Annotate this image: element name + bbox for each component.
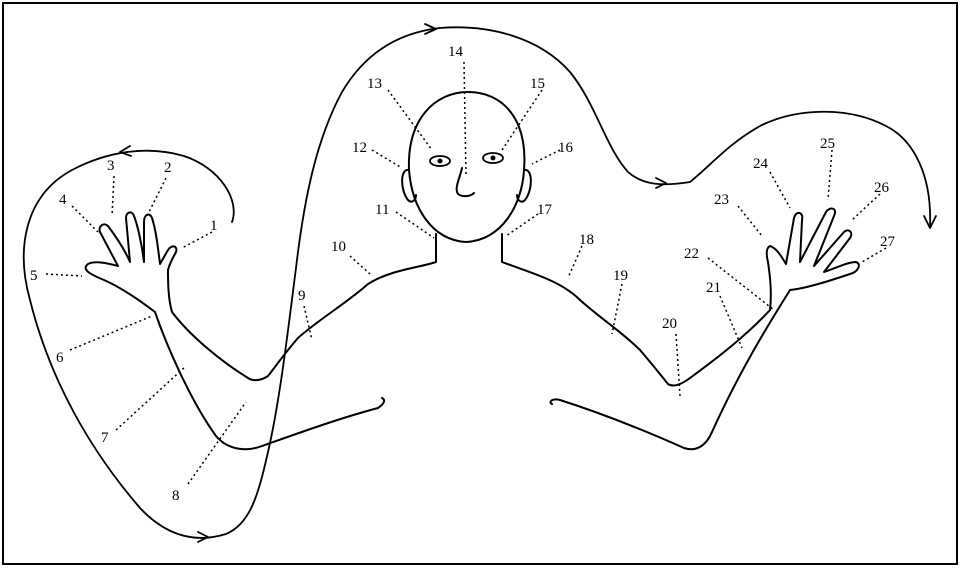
point-label-8: 8 bbox=[172, 488, 180, 504]
arrow-end-right bbox=[923, 215, 937, 229]
leader-6 bbox=[69, 315, 153, 351]
leader-27 bbox=[861, 247, 887, 263]
point-label-15: 15 bbox=[530, 76, 545, 92]
leader-3 bbox=[111, 175, 115, 217]
left-arm-lower bbox=[154, 311, 386, 451]
right-shoulder-line bbox=[501, 233, 691, 387]
leader-10 bbox=[349, 255, 371, 275]
right-hand bbox=[765, 207, 860, 311]
leader-22 bbox=[707, 257, 775, 311]
point-label-4: 4 bbox=[59, 192, 67, 208]
point-label-13: 13 bbox=[367, 76, 382, 92]
head-outline bbox=[407, 91, 526, 243]
point-label-3: 3 bbox=[107, 158, 115, 174]
arrow-top-left bbox=[119, 145, 132, 157]
nose bbox=[455, 167, 475, 198]
point-label-24: 24 bbox=[753, 156, 769, 172]
point-label-17: 17 bbox=[537, 202, 553, 218]
leader-12 bbox=[371, 149, 403, 169]
leader-25 bbox=[827, 149, 833, 201]
leader-7 bbox=[115, 365, 187, 431]
point-label-10: 10 bbox=[331, 239, 346, 255]
leader-13 bbox=[387, 89, 433, 151]
point-label-7: 7 bbox=[101, 430, 109, 446]
right-arm-lower bbox=[549, 289, 791, 451]
point-label-14: 14 bbox=[448, 44, 464, 60]
leader-4 bbox=[71, 205, 99, 233]
point-label-12: 12 bbox=[352, 140, 367, 156]
point-label-19: 19 bbox=[613, 268, 628, 284]
point-label-20: 20 bbox=[662, 316, 677, 332]
leader-23 bbox=[737, 205, 763, 237]
leader-24 bbox=[769, 171, 791, 209]
left-hand bbox=[84, 211, 178, 313]
leader-8 bbox=[187, 401, 247, 485]
point-label-6: 6 bbox=[56, 350, 64, 366]
left-eye bbox=[429, 155, 451, 167]
point-label-11: 11 bbox=[375, 202, 389, 218]
left-pupil bbox=[437, 158, 443, 164]
right-ear bbox=[516, 168, 532, 203]
point-label-1: 1 bbox=[210, 218, 218, 234]
point-label-23: 23 bbox=[714, 192, 729, 208]
right-eye bbox=[482, 152, 504, 164]
point-label-2: 2 bbox=[164, 160, 172, 176]
leader-1 bbox=[181, 231, 213, 249]
point-label-22: 22 bbox=[684, 246, 699, 262]
leader-11 bbox=[395, 211, 435, 239]
right-pupil bbox=[490, 155, 496, 161]
leader-20 bbox=[675, 333, 681, 397]
left-ear bbox=[401, 168, 417, 203]
leader-15 bbox=[501, 89, 543, 151]
leader-lines bbox=[45, 61, 887, 485]
point-label-5: 5 bbox=[30, 268, 38, 284]
flow-line bbox=[22, 26, 931, 539]
leader-16 bbox=[531, 149, 561, 165]
right-arm-upper bbox=[689, 309, 771, 379]
leader-5 bbox=[45, 273, 83, 277]
leader-18 bbox=[567, 245, 583, 279]
point-labels: 1 2 3 4 5 6 7 8 9 10 11 12 13 14 15 16 1… bbox=[30, 44, 896, 504]
point-label-21: 21 bbox=[706, 280, 721, 296]
leader-2 bbox=[145, 177, 167, 219]
leader-17 bbox=[505, 213, 539, 237]
point-label-27: 27 bbox=[880, 234, 896, 250]
left-arm-upper bbox=[171, 311, 249, 379]
leader-19 bbox=[611, 283, 623, 335]
leader-14 bbox=[463, 61, 467, 177]
leader-26 bbox=[851, 193, 881, 221]
point-label-25: 25 bbox=[820, 136, 835, 152]
leader-9 bbox=[303, 305, 313, 341]
arrow-right-mid bbox=[655, 177, 667, 189]
point-label-18: 18 bbox=[579, 232, 594, 248]
point-label-16: 16 bbox=[558, 140, 574, 156]
arrow-bottom-left bbox=[197, 531, 209, 543]
left-shoulder-line bbox=[247, 233, 437, 382]
human-figure bbox=[84, 91, 860, 451]
arrow-top-center bbox=[424, 23, 437, 35]
point-label-9: 9 bbox=[298, 288, 306, 304]
point-label-26: 26 bbox=[874, 180, 890, 196]
flow-path bbox=[22, 23, 937, 543]
